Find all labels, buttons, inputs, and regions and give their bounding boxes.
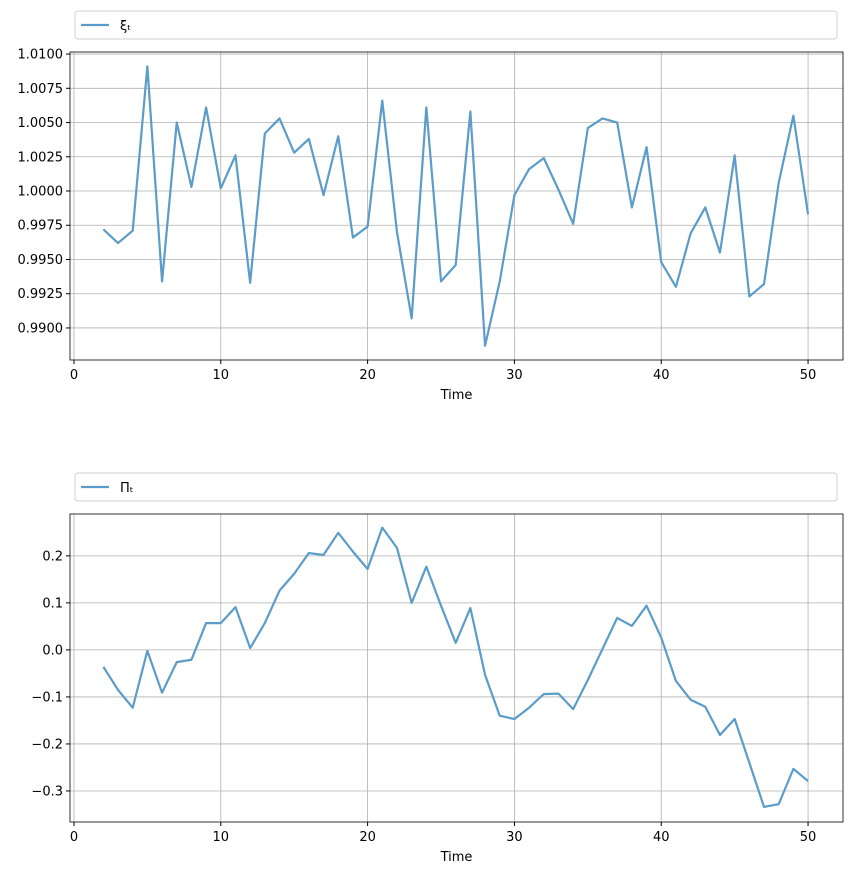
x-tick-label: 50 — [800, 368, 817, 383]
y-tick-label: 0.2 — [42, 549, 63, 564]
y-tick-label: 0.9950 — [18, 253, 64, 268]
x-tick-label: 0 — [70, 830, 78, 845]
legend-label: ξₜ — [120, 19, 131, 34]
axes-frame — [69, 51, 844, 361]
line — [102, 526, 809, 809]
x-tick-label: 40 — [653, 368, 670, 383]
x-tick-label: 40 — [653, 830, 670, 845]
y-tick-label: 0.9925 — [18, 287, 64, 302]
y-tick-label: −0.2 — [31, 737, 63, 752]
x-tick-label: 10 — [213, 830, 230, 845]
x-tick-label: 20 — [359, 368, 376, 383]
legend-box — [74, 10, 838, 40]
y-tick-label: 0.9975 — [18, 219, 64, 234]
y-tick-label: −0.3 — [31, 784, 63, 799]
legend-label: Πₜ — [120, 481, 134, 496]
y-tick-label: 0.0 — [42, 643, 63, 658]
y-tick-label: −0.1 — [31, 690, 63, 705]
y-tick-label: 1.0100 — [18, 48, 64, 63]
x-tick-label: 20 — [359, 830, 376, 845]
legend-box — [74, 472, 838, 502]
y-tick-label: 1.0075 — [18, 82, 64, 97]
x-tick-label: 50 — [800, 830, 817, 845]
x-axis-label: Time — [440, 850, 473, 865]
y-tick-label: 0.1 — [42, 596, 63, 611]
x-tick-label: 0 — [70, 368, 78, 383]
axes-frame — [69, 513, 844, 823]
line — [102, 65, 810, 347]
y-tick-label: 0.9900 — [18, 321, 64, 336]
y-tick-label: 1.0025 — [18, 150, 64, 165]
x-axis-label: Time — [440, 388, 473, 403]
x-tick-label: 30 — [506, 368, 523, 383]
y-tick-label: 1.0000 — [18, 185, 64, 200]
y-tick-label: 1.0050 — [18, 116, 64, 131]
x-tick-label: 10 — [213, 368, 230, 383]
x-tick-label: 30 — [506, 830, 523, 845]
